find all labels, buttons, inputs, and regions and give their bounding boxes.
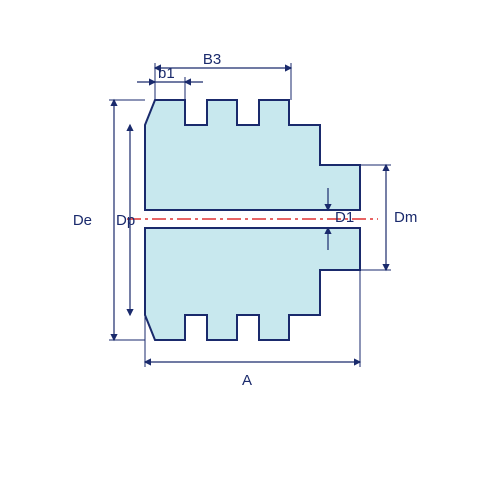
label-De: De [73, 212, 92, 229]
label-Dp: Dp [116, 212, 135, 229]
sprocket-diagram: b1B3DeDpD1DmA [0, 0, 500, 500]
label-D1: D1 [335, 209, 354, 226]
label-Dm: Dm [394, 209, 417, 226]
label-A: A [242, 372, 252, 389]
label-B3: B3 [203, 51, 221, 68]
